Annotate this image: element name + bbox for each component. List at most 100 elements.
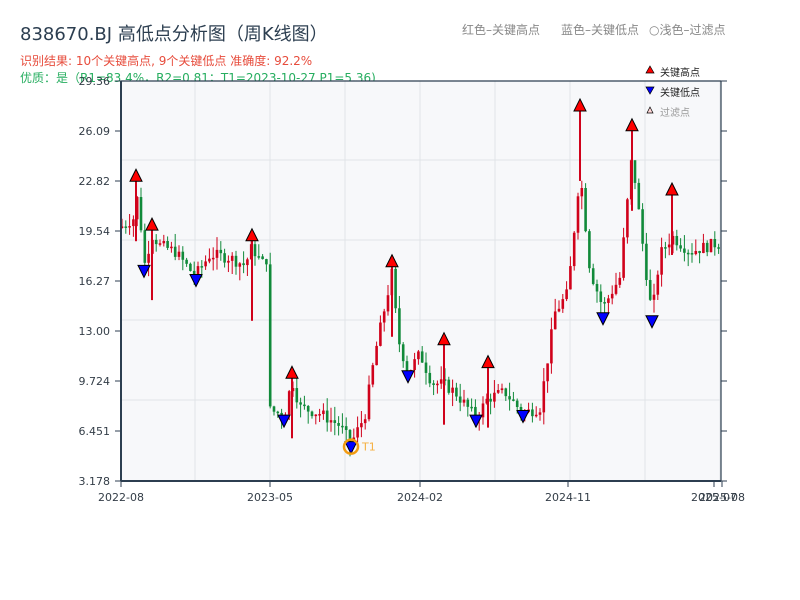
- key-low-marker-icon: [469, 414, 483, 429]
- candle-down: [508, 396, 511, 400]
- candle-up: [618, 277, 622, 285]
- candle-down: [341, 425, 344, 428]
- candle-down: [325, 410, 329, 423]
- candle-up: [534, 414, 538, 417]
- candle-down: [591, 268, 595, 284]
- candle-down: [599, 291, 603, 303]
- candle-down: [401, 344, 405, 362]
- candle-up: [162, 241, 166, 244]
- candle-down: [185, 259, 188, 264]
- candle-up: [500, 388, 504, 391]
- candle-down: [588, 231, 591, 269]
- candle-down: [394, 268, 397, 309]
- candle-down: [504, 388, 508, 397]
- t1-label: T1: [361, 441, 376, 454]
- legend-blue-note: 蓝色–关键低点: [561, 23, 640, 37]
- candle-up: [626, 199, 629, 238]
- low-marker-icon: [645, 86, 655, 95]
- candle-down: [458, 396, 462, 403]
- candle-down: [265, 259, 268, 265]
- candle-up: [622, 237, 625, 278]
- candle-down: [310, 411, 314, 417]
- key-high-marker-icon: [481, 354, 495, 369]
- key-low-marker-icon: [189, 274, 203, 288]
- candle-up: [246, 259, 249, 266]
- candle-up: [660, 247, 663, 275]
- candle-down: [333, 420, 337, 423]
- candle-down: [637, 182, 641, 210]
- candle-down: [295, 388, 299, 403]
- candle-down: [603, 302, 606, 304]
- candle-up: [569, 266, 572, 290]
- chart-title: 838670.BJ 高低点分析图（周K线图）: [20, 24, 328, 45]
- key-low-marker-icon: [344, 441, 358, 455]
- candle-up: [481, 403, 485, 418]
- candle-up: [204, 261, 207, 267]
- candle-up: [656, 274, 660, 295]
- candle-down: [531, 409, 534, 417]
- candle-up: [208, 258, 211, 262]
- candle-up: [158, 243, 162, 245]
- candle-down: [200, 266, 204, 268]
- candle-down: [633, 160, 637, 183]
- legend-red-note: 红色–关键高点: [462, 23, 541, 37]
- candle-up: [375, 345, 378, 366]
- y-tick-label: 6.451: [79, 425, 111, 438]
- candle-up: [329, 420, 333, 423]
- candle-up: [227, 260, 230, 263]
- candle-up: [363, 419, 367, 424]
- legend-light-note: ○浅色–过滤点: [649, 23, 726, 37]
- candle-down: [595, 283, 599, 292]
- key-high-marker-icon: [245, 227, 259, 242]
- candle-down: [276, 411, 280, 414]
- y-tick-label: 22.82: [79, 175, 111, 188]
- candle-up: [322, 410, 325, 415]
- candle-up: [439, 379, 443, 384]
- candle-down: [344, 426, 348, 431]
- candle-up: [356, 427, 359, 438]
- result-summary: 识别结果: 10个关键高点, 9个关键低点 准确度: 92.2%: [20, 54, 313, 68]
- key-low-marker-icon: [137, 264, 151, 279]
- candle-up: [572, 232, 576, 267]
- candle-down: [268, 264, 272, 407]
- key-high-marker-icon: [437, 331, 451, 346]
- candle-down: [261, 256, 264, 260]
- candle-down: [173, 246, 177, 257]
- candle-up: [576, 196, 580, 233]
- candle-down: [234, 255, 238, 267]
- candle-up: [314, 414, 318, 417]
- candle-down: [447, 379, 451, 393]
- candle-down: [512, 399, 515, 401]
- candle-up: [709, 238, 713, 253]
- candle-up: [211, 257, 215, 260]
- candle-up: [417, 351, 420, 360]
- key-high-marker-icon: [573, 97, 587, 112]
- candle-down: [717, 247, 720, 249]
- x-tick-label: 2024-11: [545, 491, 591, 504]
- candle-up: [367, 384, 371, 420]
- candle-down: [405, 361, 409, 372]
- candle-up: [553, 311, 557, 330]
- candle-down: [432, 383, 435, 385]
- candle-up: [360, 423, 363, 428]
- key-high-marker-icon: [145, 216, 159, 231]
- candle-down: [348, 430, 352, 444]
- x-tick-label: 2025-08: [699, 491, 745, 504]
- key-point-markers: T1: [129, 97, 679, 455]
- candle-down: [645, 243, 648, 281]
- candle-up: [702, 242, 705, 254]
- legend-low-label: 关键低点: [660, 86, 700, 99]
- candle-down: [683, 248, 686, 253]
- x-tick-label: 2025-07: [691, 491, 737, 504]
- candle-down: [664, 247, 667, 249]
- candle-down: [474, 406, 477, 420]
- candle-down: [690, 253, 694, 255]
- candle-down: [242, 263, 245, 266]
- candle-down: [192, 270, 196, 277]
- t1-ring-icon: [342, 438, 360, 455]
- key-high-marker-icon: [285, 365, 299, 379]
- key-low-marker-icon: [596, 312, 610, 326]
- y-axis-ticks: 29.36 26.09 22.82 19.54 16.27 13.00 9.724 6.451…: [79, 75, 727, 488]
- high-marker-icon: [645, 65, 655, 74]
- key-low-marker-icon: [277, 414, 291, 429]
